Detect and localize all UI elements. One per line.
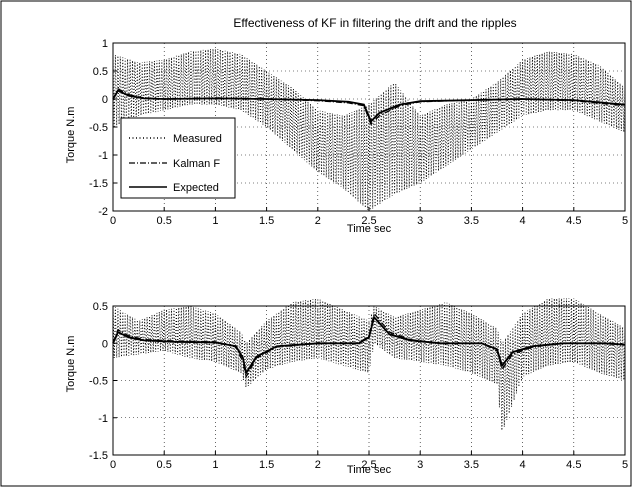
x-tick-label: 1.5 — [259, 215, 274, 227]
x-tick-label: 2 — [315, 215, 321, 227]
x-tick-label: 2 — [315, 459, 321, 471]
chart-top-x-axis-label: Time sec — [347, 223, 392, 235]
chart-bottom-x-axis-label: Time sec — [347, 464, 392, 476]
legend-label-kalman: Kalman F — [173, 158, 220, 170]
y-tick-label: 0 — [102, 338, 108, 350]
x-tick-label: 3.5 — [464, 215, 479, 227]
legend-label-expected: Expected — [173, 182, 219, 194]
x-tick-label: 5 — [622, 215, 628, 227]
chart-top-y-axis-label: Torque N.m — [65, 107, 77, 164]
y-tick-label: -1.5 — [89, 450, 108, 462]
legend-label-measured: Measured — [173, 133, 222, 145]
y-tick-label: 0.5 — [93, 66, 108, 78]
y-tick-label: 1 — [102, 38, 108, 50]
x-tick-label: 3 — [417, 459, 423, 471]
x-tick-label: 0.5 — [157, 215, 172, 227]
x-tick-label: 0 — [110, 215, 116, 227]
y-tick-label: -1 — [98, 150, 108, 162]
y-tick-label: 0.5 — [93, 301, 108, 313]
x-tick-label: 3.5 — [464, 459, 479, 471]
chart-top-title: Effectiveness of KF in filtering the dri… — [233, 16, 516, 30]
chart-bottom-y-axis-label: Torque N.m — [65, 336, 77, 393]
x-tick-label: 4.5 — [566, 459, 581, 471]
x-tick-label: 0 — [110, 459, 116, 471]
x-tick-label: 5 — [622, 459, 628, 471]
x-tick-label: 1 — [212, 459, 218, 471]
x-tick-label: 3 — [417, 215, 423, 227]
x-tick-label: 4 — [520, 459, 526, 471]
x-tick-label: 4.5 — [566, 215, 581, 227]
y-tick-label: 0 — [102, 94, 108, 106]
y-tick-label: -0.5 — [89, 122, 108, 134]
y-tick-label: -1 — [98, 413, 108, 425]
y-tick-label: -0.5 — [89, 376, 108, 388]
y-tick-label: -2 — [98, 206, 108, 218]
x-tick-label: 0.5 — [157, 459, 172, 471]
y-tick-label: -1.5 — [89, 178, 108, 190]
x-tick-label: 1.5 — [259, 459, 274, 471]
chart-top-legend: Measured Kalman F Expected — [121, 118, 235, 198]
x-tick-label: 4 — [520, 215, 526, 227]
x-tick-label: 1 — [212, 215, 218, 227]
